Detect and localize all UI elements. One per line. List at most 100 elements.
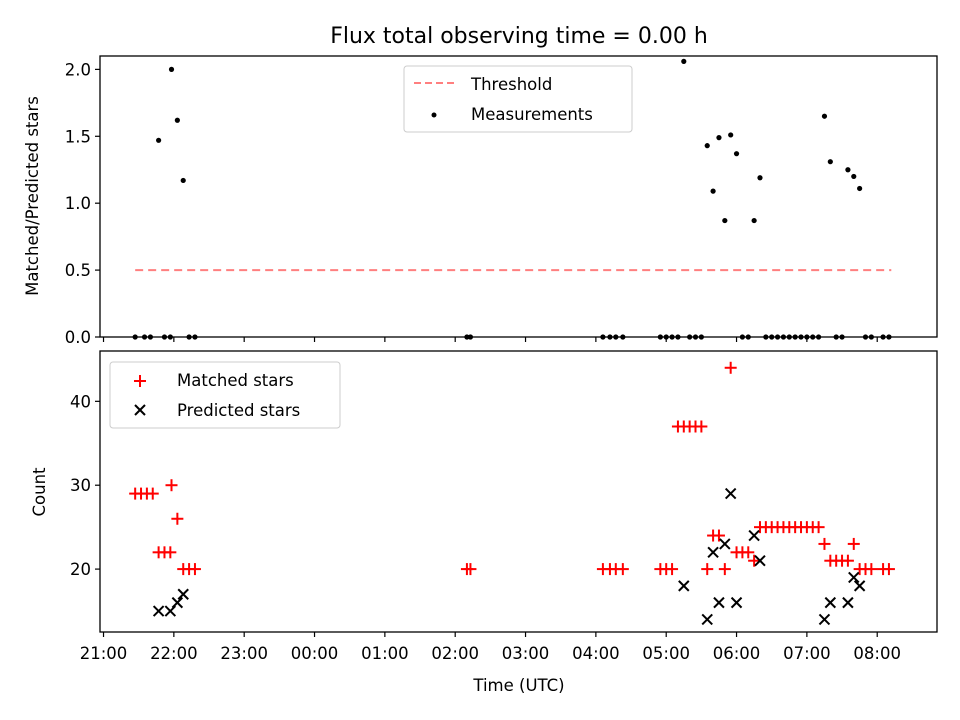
- measurement-point: [669, 334, 675, 340]
- top-panel: 0.00.51.01.52.0 Matched/Predicted stars …: [23, 55, 938, 347]
- x-tick-label: 00:00: [291, 644, 339, 663]
- x-tick-label: 08:00: [853, 644, 901, 663]
- top-plot-frame: [99, 55, 938, 338]
- predicted-star-point: [152, 605, 165, 617]
- legend-matched-label: Matched stars: [177, 371, 294, 390]
- top-legend-box: [403, 65, 633, 133]
- measurement-point: [192, 334, 198, 340]
- x-tick-label: 06:00: [713, 644, 761, 663]
- measurement-point: [733, 151, 740, 157]
- predicted-star-point: [719, 538, 731, 550]
- bottom-y-tick-label: 30: [70, 476, 91, 495]
- matched-star-point: [812, 521, 825, 534]
- bottom-y-axis-label: Count: [30, 467, 49, 517]
- matched-star-point: [847, 537, 860, 550]
- measurement-point: [186, 334, 192, 340]
- matched-star-point: [188, 563, 201, 576]
- matched-star-point: [171, 512, 184, 525]
- measurement-point: [845, 167, 851, 173]
- measurement-point: [180, 177, 186, 184]
- predicted-star-point: [842, 596, 854, 609]
- predicted-star-point: [713, 596, 725, 609]
- measurement-point: [687, 334, 693, 340]
- measurement-point: [698, 334, 704, 340]
- predicted-star-point: [678, 580, 690, 592]
- x-tick-label: 21:00: [80, 644, 128, 663]
- legend-measurement-label: Measurements: [471, 105, 593, 124]
- measurement-point: [613, 334, 619, 340]
- measurement-point: [167, 334, 173, 340]
- measurement-point: [174, 117, 180, 123]
- matched-star-point: [616, 563, 629, 576]
- legend-predicted-swatch: [134, 404, 146, 416]
- measurement-point: [839, 334, 845, 340]
- measurement-point: [467, 334, 474, 340]
- measurement-point: [728, 132, 734, 138]
- top-y-axis-label: Matched/Predicted stars: [23, 96, 42, 296]
- measurement-point: [816, 334, 822, 340]
- matched-star-point: [882, 563, 895, 576]
- measurement-point: [141, 334, 148, 340]
- measurement-point: [161, 334, 168, 340]
- predicted-star-point: [818, 613, 831, 626]
- measurement-point: [692, 334, 699, 340]
- x-tick-label: 22:00: [150, 644, 198, 663]
- measurement-point: [716, 135, 722, 141]
- measurement-point: [833, 334, 839, 340]
- legend-matched-swatch: [134, 375, 146, 387]
- top-y-tick-label: 1.5: [65, 127, 91, 146]
- measurement-point: [810, 334, 816, 340]
- bottom-plot-frame: [99, 350, 938, 633]
- chart-title: Flux total observing time = 0.00 h: [330, 24, 708, 49]
- matched-star-point: [818, 537, 831, 550]
- bottom-legend: Matched stars Predicted stars: [109, 361, 341, 429]
- measurement-point: [792, 334, 798, 340]
- top-legend: Threshold Measurements: [403, 65, 633, 133]
- measurement-point: [868, 334, 874, 340]
- measurement-point: [862, 334, 869, 340]
- top-y-tick-label: 2.0: [65, 60, 91, 79]
- measurement-point: [780, 334, 787, 340]
- measurement-point: [675, 334, 681, 340]
- measurement-point: [681, 58, 687, 64]
- predicted-star-point: [853, 580, 866, 592]
- bottom-legend-box: [109, 361, 341, 429]
- measurement-point: [763, 334, 769, 340]
- measurement-point: [657, 334, 663, 340]
- matched-star-point: [748, 554, 761, 567]
- x-tick-label: 23:00: [220, 644, 268, 663]
- measurement-point: [821, 113, 828, 119]
- count-points: [129, 361, 895, 626]
- predicted-star-point: [754, 554, 766, 567]
- measurement-point: [600, 334, 606, 340]
- measurement-points: [132, 58, 892, 340]
- measurement-point: [156, 137, 162, 143]
- matched-star-point: [712, 529, 725, 542]
- measurement-point: [757, 175, 763, 181]
- matched-star-point: [695, 420, 708, 433]
- predicted-star-point: [171, 596, 184, 609]
- bottom-y-tick-label: 40: [70, 392, 91, 411]
- matched-star-point: [865, 563, 878, 576]
- measurement-point: [786, 334, 792, 340]
- measurement-point: [827, 159, 833, 165]
- measurement-point: [739, 334, 746, 340]
- matched-star-point: [701, 563, 714, 576]
- bottom-y-tick-label: 20: [70, 560, 91, 579]
- predicted-star-point: [177, 588, 189, 600]
- x-tick-label: 05:00: [642, 644, 690, 663]
- measurement-point: [620, 334, 626, 340]
- measurement-point: [769, 334, 775, 340]
- top-y-tick-label: 0.5: [65, 261, 91, 280]
- matched-star-point: [464, 563, 477, 576]
- predicted-star-point: [748, 529, 760, 542]
- measurement-point: [710, 188, 716, 194]
- measurement-point: [607, 334, 613, 340]
- measurement-point: [857, 185, 863, 192]
- measurement-point: [774, 334, 781, 340]
- predicted-star-point: [724, 487, 737, 500]
- top-y-tick-label: 0.0: [65, 328, 91, 347]
- measurement-point: [745, 334, 751, 340]
- measurement-point: [851, 173, 857, 180]
- matched-star-point: [718, 563, 731, 576]
